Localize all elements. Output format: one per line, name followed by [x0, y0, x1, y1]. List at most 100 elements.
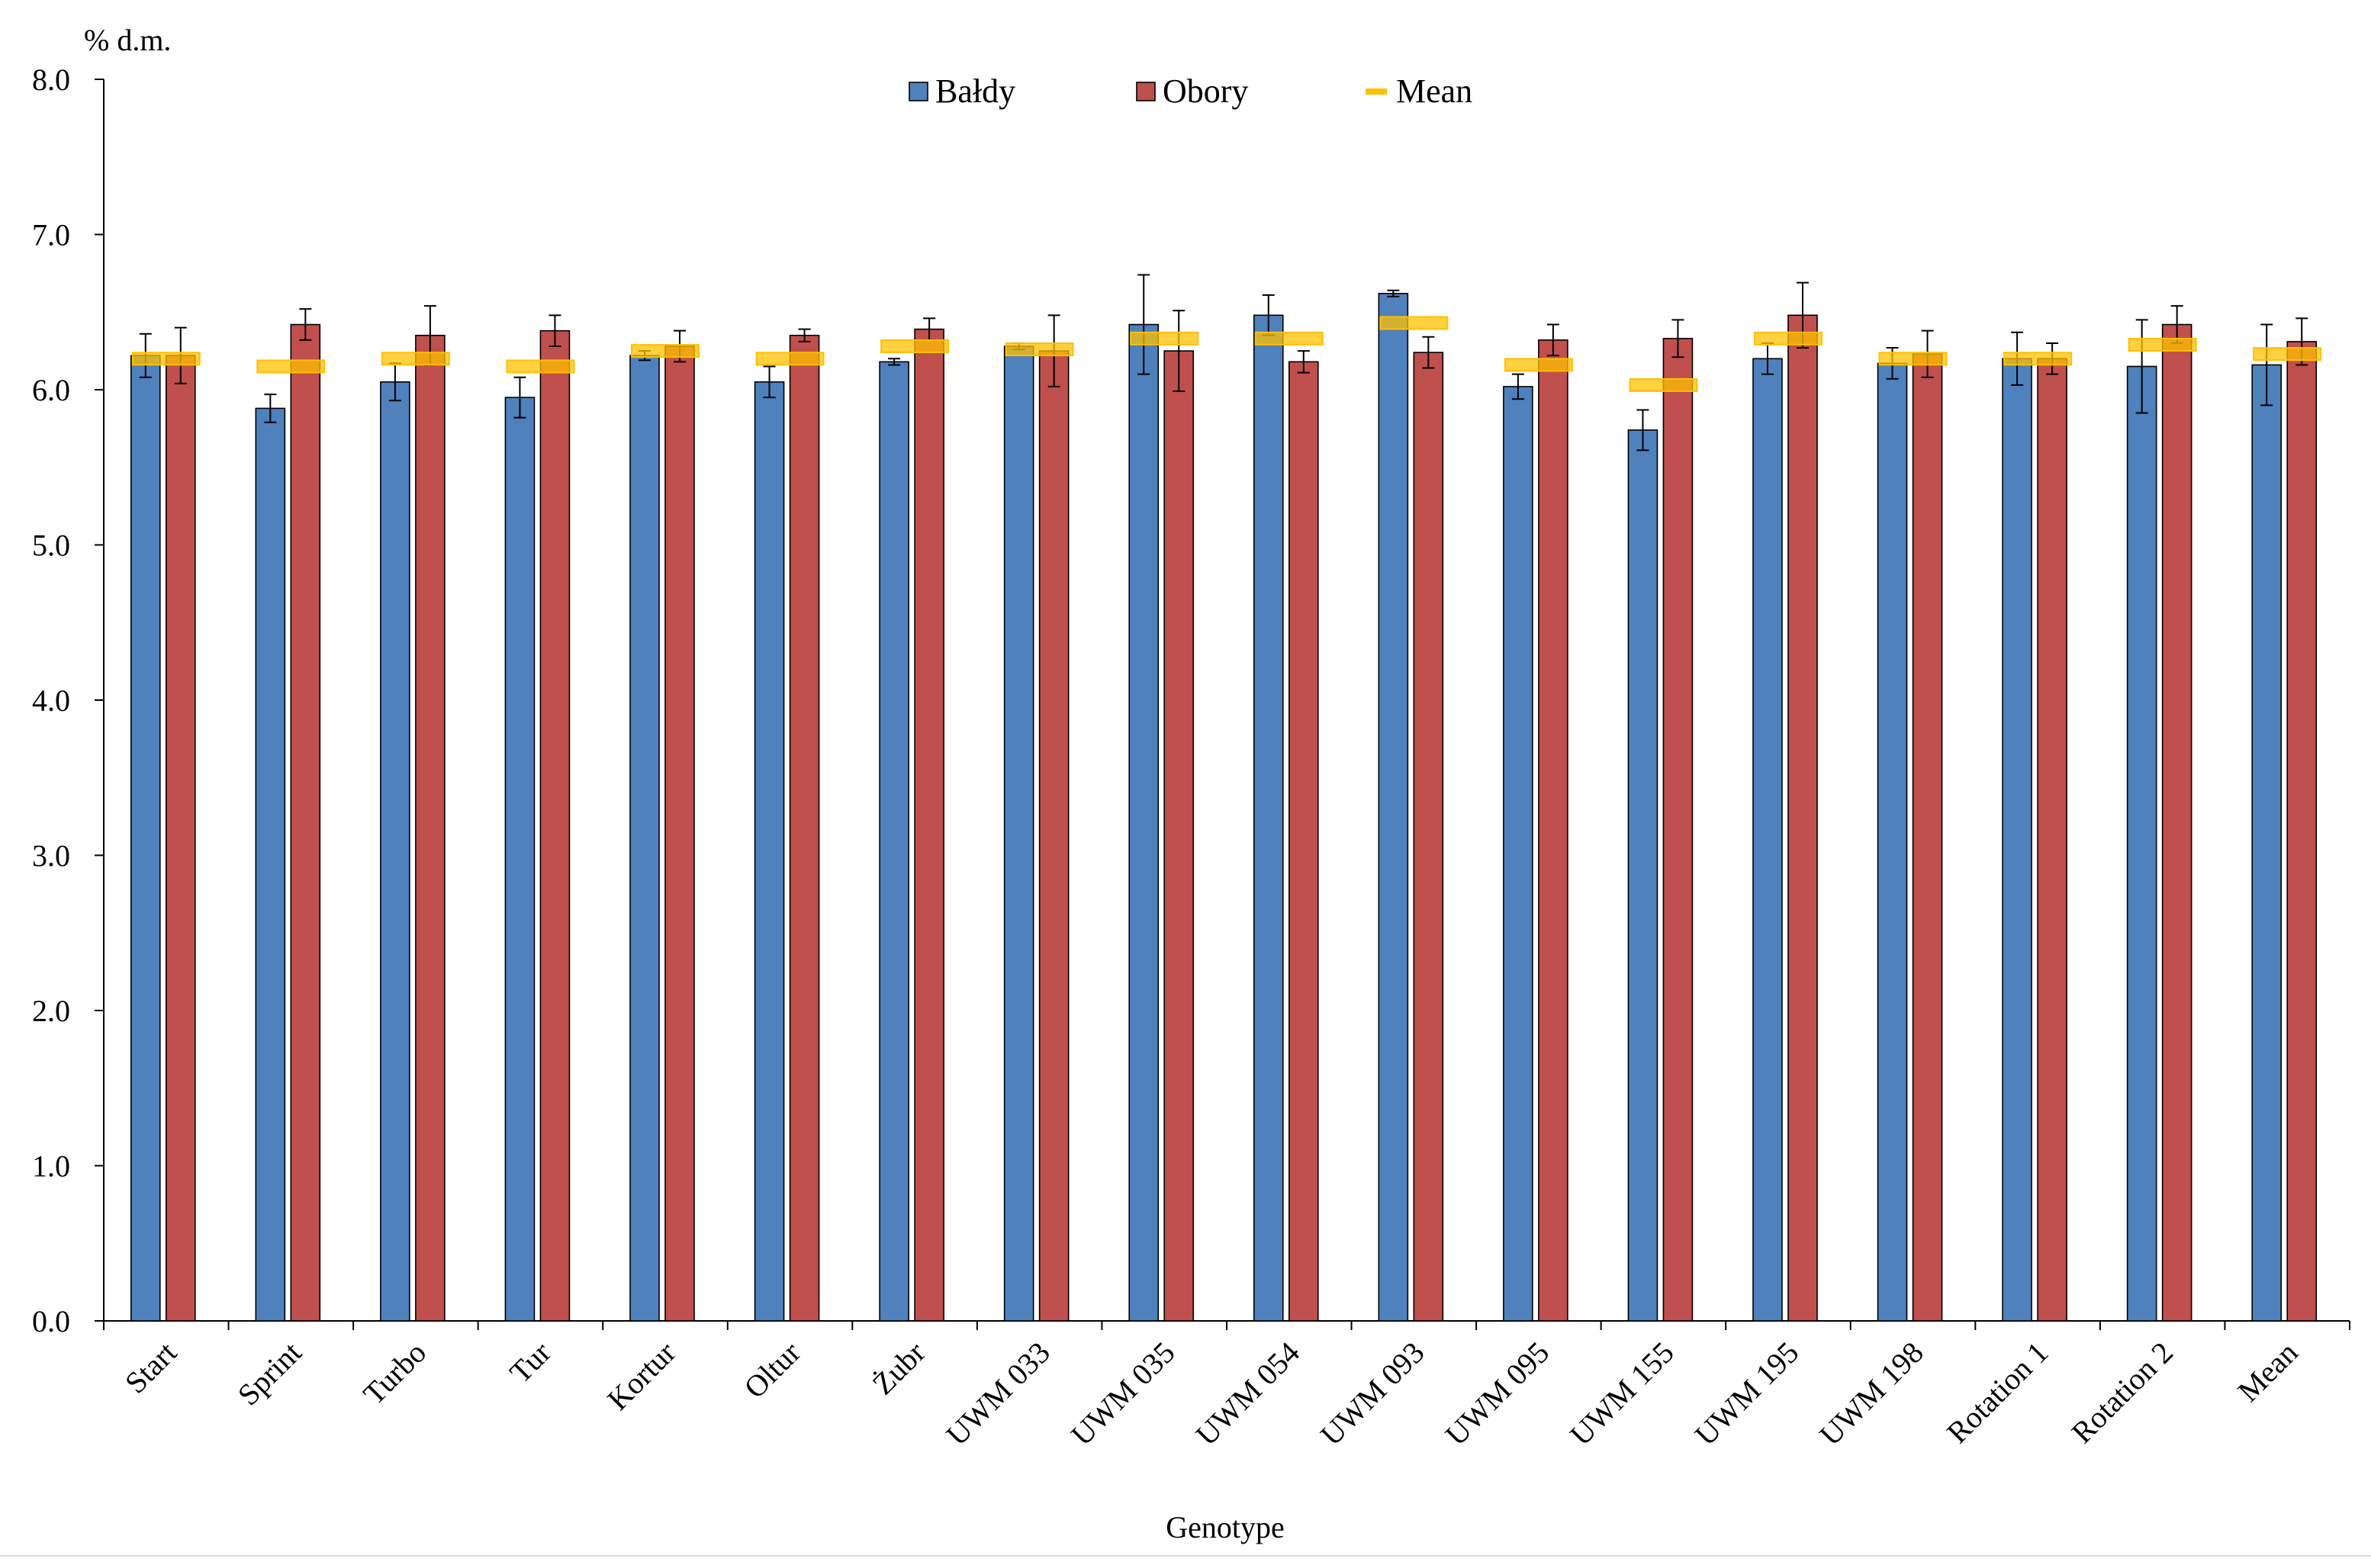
- legend-swatch: [1366, 88, 1387, 95]
- error-bar: [549, 314, 561, 348]
- bar: [879, 361, 909, 1322]
- error-bar: [1137, 274, 1150, 375]
- x-tick-label: Kortur: [600, 1335, 682, 1417]
- bar: [1503, 386, 1533, 1322]
- x-axis-label: Genotype: [1166, 1510, 1285, 1544]
- legend-label: Bałdy: [935, 72, 1015, 110]
- mean-marker: [1130, 331, 1199, 345]
- error-bar: [888, 358, 901, 366]
- bar: [1038, 350, 1070, 1322]
- mean-marker: [1254, 331, 1324, 345]
- x-tick-label: UWM 198: [1813, 1335, 1930, 1453]
- bar: [1378, 293, 1409, 1322]
- x-tick-label: UWM 035: [1064, 1335, 1182, 1453]
- bar: [2161, 323, 2192, 1322]
- error-bar: [1422, 336, 1435, 369]
- legend-swatch: [909, 82, 928, 101]
- bar: [504, 397, 536, 1322]
- error-bar: [2260, 323, 2273, 406]
- mean-marker: [1504, 358, 1573, 372]
- y-tick-label: 7.0: [32, 218, 70, 252]
- bar: [1538, 339, 1568, 1322]
- mean-marker: [2253, 347, 2322, 361]
- x-tick-label: UWM 155: [1563, 1335, 1681, 1453]
- bar: [1662, 338, 1694, 1322]
- y-tick-label: 5.0: [32, 529, 70, 563]
- y-tick-label: 3.0: [32, 839, 70, 873]
- x-tick-label: UWM 093: [1314, 1335, 1431, 1453]
- mean-marker: [1754, 331, 1822, 345]
- bar: [290, 323, 321, 1322]
- mean-marker: [506, 359, 575, 374]
- bar: [1877, 362, 1908, 1322]
- bar: [664, 345, 695, 1322]
- bar: [1413, 352, 1444, 1322]
- error-bar: [1173, 310, 1186, 393]
- x-tick-label: Rotation 2: [2065, 1335, 2180, 1450]
- bar: [255, 407, 286, 1322]
- mean-marker: [880, 339, 950, 354]
- x-tick-label: Tur: [503, 1335, 558, 1390]
- bar: [629, 355, 660, 1322]
- error-bar: [763, 365, 776, 399]
- mean-marker: [2128, 337, 2197, 352]
- error-bar: [299, 308, 312, 341]
- error-bar: [1511, 373, 1524, 400]
- legend-label: Obory: [1163, 72, 1248, 110]
- error-bar: [2135, 319, 2148, 414]
- mean-marker: [256, 359, 326, 374]
- y-tick-label: 6.0: [32, 373, 70, 407]
- bar: [2037, 358, 2067, 1322]
- bar: [2286, 341, 2318, 1322]
- legend-swatch: [1136, 82, 1156, 101]
- x-tick-label: Oltur: [737, 1335, 807, 1406]
- y-tick-label: 4.0: [32, 683, 70, 718]
- x-tick-label: UWM 054: [1189, 1335, 1307, 1453]
- bar: [1003, 345, 1034, 1322]
- bar: [1627, 429, 1658, 1322]
- bar: [754, 381, 785, 1322]
- bar: [165, 355, 196, 1322]
- error-bar: [1546, 323, 1559, 357]
- error-bar: [798, 328, 811, 342]
- x-tick-label: Rotation 1: [1940, 1335, 2054, 1450]
- error-bar: [1671, 319, 1684, 358]
- bar: [415, 334, 446, 1322]
- x-tick-label: Sprint: [231, 1335, 308, 1412]
- x-tick-label: UWM 095: [1439, 1335, 1556, 1453]
- mean-marker: [755, 352, 825, 366]
- mean-marker: [1878, 352, 1948, 366]
- bar: [539, 329, 571, 1322]
- error-bar: [1636, 409, 1649, 451]
- legend-label: Mean: [1396, 72, 1472, 110]
- mean-marker: [1629, 378, 1698, 392]
- x-tick-label: Start: [118, 1335, 183, 1400]
- bar: [1787, 314, 1818, 1322]
- x-tick-label: Mean: [2231, 1335, 2304, 1409]
- y-axis-label: % d.m.: [84, 23, 171, 57]
- mean-marker: [381, 352, 450, 366]
- y-tick-label: 0.0: [32, 1304, 70, 1338]
- y-tick-label: 1.0: [32, 1149, 70, 1184]
- mean-marker: [1005, 342, 1074, 357]
- bar: [1253, 314, 1284, 1322]
- error-bar: [1387, 289, 1400, 297]
- bar: [1752, 358, 1783, 1322]
- bar: [2251, 364, 2283, 1322]
- bar: [2002, 358, 2032, 1322]
- bar: [789, 334, 820, 1322]
- bar: [914, 328, 944, 1322]
- x-tick-label: Turbo: [356, 1335, 433, 1412]
- error-bar: [1297, 350, 1310, 374]
- error-bar: [513, 376, 526, 419]
- bar: [130, 355, 161, 1322]
- bar: [1163, 350, 1195, 1322]
- bar: [1288, 361, 1319, 1322]
- x-tick-label: Żubr: [866, 1335, 932, 1402]
- y-tick-label: 2.0: [32, 994, 70, 1028]
- bar: [2126, 365, 2157, 1322]
- bar: [1128, 323, 1160, 1322]
- bar: [380, 381, 410, 1322]
